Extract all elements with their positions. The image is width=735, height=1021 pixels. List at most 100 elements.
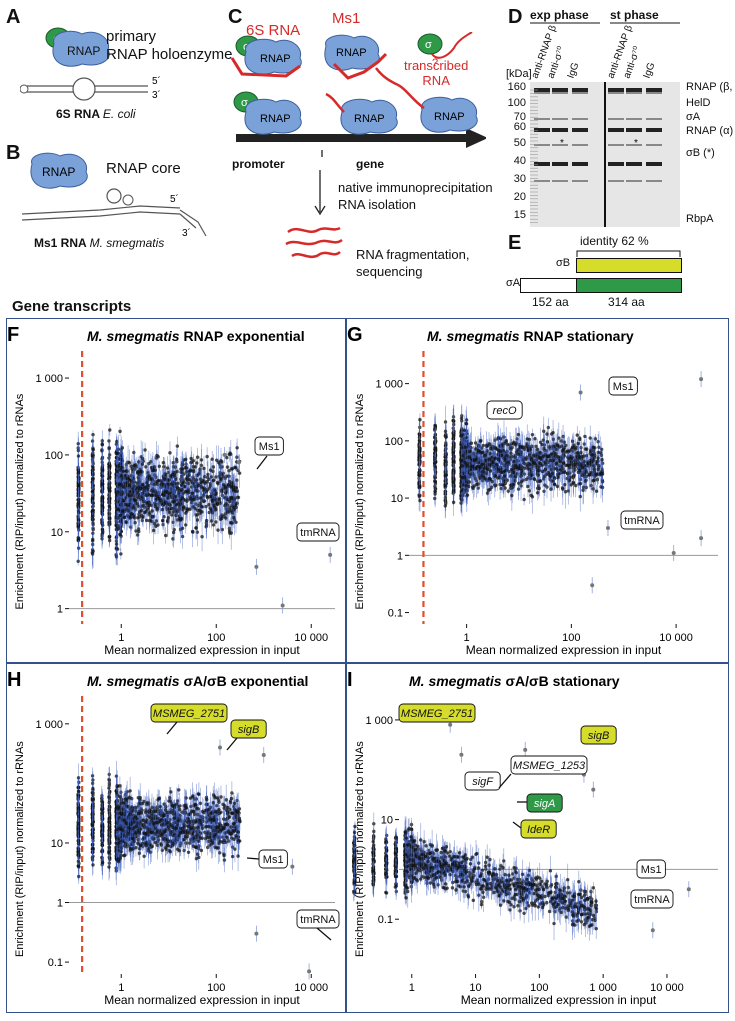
gel-markers: 160 100 70 60 50 40 30 20 15 [500,81,528,227]
gel-band [552,180,568,182]
data-point [91,549,95,554]
data-point [188,468,193,473]
gel-band-labels: RNAP (β, β´) HelD σA RNAP (α) σB (*) RbpA [684,81,735,227]
outlier-point [280,603,285,608]
data-point [418,418,422,422]
data-point [234,520,238,524]
data-point [126,460,130,464]
data-point [135,486,140,490]
kda-marker: 60 [513,121,526,133]
data-point [163,533,168,538]
data-point [139,494,143,499]
data-point [508,457,513,462]
data-point [115,469,120,474]
data-point [459,416,464,421]
data-point [219,477,223,481]
data-point [107,465,112,469]
panel-b-letter: B [6,142,21,164]
data-point [225,455,229,460]
gel-band [626,92,642,94]
data-point [119,454,123,458]
data-point [134,498,138,503]
gel-band [534,144,550,146]
kda-marker: 15 [513,209,526,221]
panel-a-title-1: primary [106,28,157,45]
panel-d-exp-header: exp phase [530,8,589,22]
x-tick-label: 10 000 [294,632,328,644]
data-point [232,488,236,492]
data-point [451,480,456,484]
data-point [181,480,185,485]
panel-d-kda: [kDa] [506,68,532,80]
data-point [202,466,206,471]
plot-panel-f [6,318,346,663]
data-point [107,488,111,492]
data-point [162,477,167,481]
data-point [189,456,193,461]
data-point [545,432,549,436]
gel-band [646,128,662,132]
data-point [118,532,122,537]
data-point [156,523,160,527]
data-point [116,490,120,494]
panel-c-gene: gene [356,157,385,171]
data-point [443,455,447,459]
data-point [101,530,105,535]
data-point [135,491,139,495]
data-point [91,514,95,519]
data-point [107,482,112,486]
panel-a-letter: A [6,6,21,28]
gel-band [552,144,568,146]
data-point [130,467,134,471]
data-point [170,513,174,517]
data-point [223,485,228,489]
data-point [221,483,226,487]
panel-c-rnap-2: RNAP [336,47,367,59]
y-axis-label: Enrichment (RIP/input) normalized to rRN… [354,393,366,609]
data-point [530,432,535,437]
data-point [525,442,529,446]
panel-c-down-arrow [314,170,326,216]
rnap-core-shape [30,152,88,189]
gel-band [646,180,662,182]
outlier-point [236,460,241,465]
data-point [91,465,95,470]
gel-band [626,144,642,146]
data-point [119,552,123,556]
data-point [138,510,142,514]
data-point [150,468,155,473]
plot-panel-i [346,663,729,1013]
band-label: RNAP (α) [686,125,734,137]
data-point [144,465,148,469]
data-point [167,510,172,514]
data-point [171,461,175,465]
data-point [516,432,521,437]
data-point [100,495,104,500]
data-point [153,468,157,472]
outlier-point [222,452,227,457]
data-point [183,484,187,489]
data-point [216,481,220,486]
data-point [76,508,81,513]
panel-c-step1-1: native immunoprecipitation [338,180,493,195]
data-point [227,529,232,533]
data-point [199,480,203,484]
data-point [125,477,130,481]
data-point [464,418,469,422]
callout-label: Ms1 [259,441,280,453]
data-point [144,485,148,489]
x-tick-label: 100 [207,632,225,644]
data-point [77,501,81,505]
data-point [121,485,125,489]
lane-label: IgG [641,61,658,80]
data-point [76,559,80,563]
y-tick-label: 1 [397,550,403,562]
data-point [490,479,495,484]
kda-marker: 160 [507,81,526,93]
data-point [223,512,227,516]
data-point [176,518,180,522]
data-point [522,472,527,476]
data-point [207,503,211,507]
data-point [107,439,111,443]
data-point [195,518,200,522]
